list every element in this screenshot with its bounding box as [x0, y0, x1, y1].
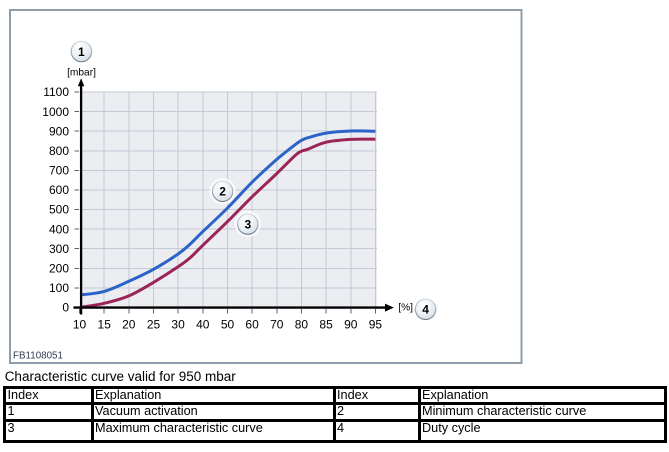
svg-text:25: 25	[147, 318, 161, 332]
svg-text:100: 100	[49, 281, 69, 295]
svg-text:70: 70	[270, 318, 284, 332]
svg-text:2: 2	[219, 185, 226, 199]
svg-text:95: 95	[369, 318, 383, 332]
svg-text:1: 1	[78, 45, 85, 59]
svg-text:700: 700	[49, 164, 69, 178]
svg-text:60: 60	[245, 318, 259, 332]
svg-text:800: 800	[49, 144, 69, 158]
svg-text:30: 30	[171, 318, 185, 332]
svg-text:4: 4	[422, 303, 429, 317]
svg-text:400: 400	[49, 222, 69, 236]
svg-text:600: 600	[49, 183, 69, 197]
svg-text:80: 80	[295, 318, 309, 332]
svg-text:500: 500	[49, 203, 69, 217]
svg-text:15: 15	[98, 318, 112, 332]
svg-text:40: 40	[196, 318, 210, 332]
svg-text:0: 0	[62, 300, 69, 314]
svg-text:[%]: [%]	[398, 303, 413, 314]
svg-text:200: 200	[49, 261, 69, 275]
svg-text:50: 50	[221, 318, 235, 332]
svg-text:1000: 1000	[42, 105, 69, 119]
svg-text:FB1108051: FB1108051	[13, 351, 63, 362]
svg-text:10: 10	[73, 318, 87, 332]
svg-text:90: 90	[344, 318, 358, 332]
svg-text:300: 300	[49, 242, 69, 256]
svg-text:[mbar]: [mbar]	[67, 67, 96, 78]
svg-text:900: 900	[49, 124, 69, 138]
svg-text:3: 3	[244, 217, 251, 231]
svg-text:1100: 1100	[43, 85, 69, 99]
svg-text:85: 85	[319, 318, 333, 332]
svg-text:20: 20	[122, 318, 136, 332]
